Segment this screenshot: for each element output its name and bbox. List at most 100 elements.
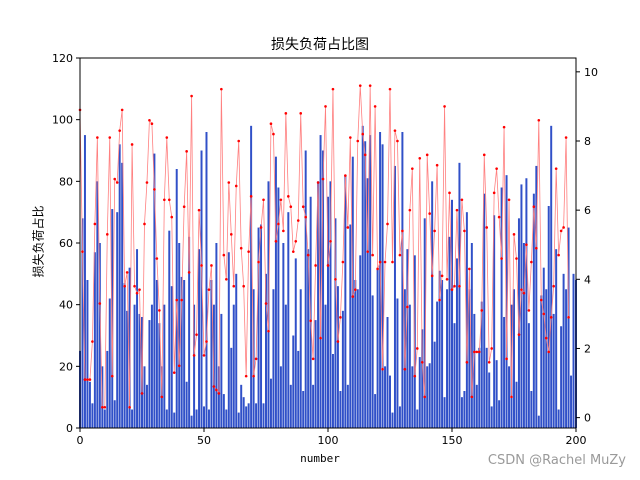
line-point [259,226,263,229]
bar [535,165,538,429]
line-point [182,205,186,208]
bar [550,125,553,428]
bar [289,384,292,428]
line-point [227,181,231,184]
bar [495,360,498,428]
line-series [78,84,570,409]
series-line [79,85,569,408]
line-point [413,374,417,378]
bar [391,412,394,428]
line-point [321,177,325,181]
line-point [262,198,265,202]
line-point [187,271,191,274]
line-point [351,295,355,298]
line-point [329,239,332,243]
line-point [458,284,461,288]
line-point [376,267,379,271]
bar [131,409,134,428]
bar [557,409,560,428]
bar [220,313,223,428]
line-point [525,243,528,247]
bar [282,243,285,428]
bar [545,289,548,428]
bar [520,184,523,428]
bar [165,409,168,428]
line-point [346,226,350,229]
y-tick-label: 100 [52,114,73,127]
line-point [391,260,394,264]
line-point [115,181,119,184]
line-point [301,205,305,208]
line-point [326,264,330,267]
bar [465,212,468,428]
line-point [334,278,337,281]
line-point [386,222,389,226]
line-point [180,298,183,302]
bar [145,384,148,428]
watermark: CSDN @Rachel MuZy [487,453,626,468]
bar [292,335,295,428]
line-point [510,395,513,399]
y-tick-label: 80 [59,175,73,188]
bar [344,175,347,428]
bar [287,212,290,428]
bar [317,181,320,428]
bar [530,391,533,428]
line-point [398,253,402,257]
line-point [396,139,399,143]
y2-tick-label: 6 [584,204,591,217]
line-point [368,84,372,87]
line-point [274,239,278,243]
line-point [500,257,503,260]
bar [274,156,277,429]
line-point [284,112,288,115]
bar [265,273,267,428]
line-point [527,309,531,312]
line-point [172,371,176,374]
bar [505,175,508,428]
bar [250,125,253,428]
line-point [423,395,427,399]
bar [508,366,511,428]
line-point [507,198,511,202]
bar [195,409,198,428]
bar [307,249,310,428]
bar [453,323,456,428]
bar [163,304,166,428]
line-point [282,229,285,233]
line-point [101,405,104,409]
bar [322,150,325,428]
bar [408,304,411,428]
line-point [133,284,136,288]
bar [118,144,121,428]
x-tick-label: 100 [318,434,339,447]
bar [384,366,387,428]
line-point [378,260,382,264]
line-point [564,136,568,139]
bar [515,381,518,428]
bar [438,270,441,428]
bar [525,178,528,428]
bar [158,323,161,428]
bar [379,132,382,428]
line-point [448,191,451,195]
line-point [98,302,102,305]
bar [436,301,439,428]
line-point [304,215,307,219]
y2-tick-label: 2 [584,342,591,355]
bar [513,289,515,428]
line-point [177,364,181,368]
line-point [502,125,506,129]
line-point [88,378,92,381]
bar [567,227,570,428]
bar [416,409,419,428]
bar [570,375,573,428]
bar [433,341,436,428]
line-point [210,264,213,267]
bar [396,298,399,428]
line-point [406,305,409,309]
line-point [190,94,193,98]
line-point [217,392,221,395]
line-point [272,132,275,136]
line-point [475,350,479,354]
